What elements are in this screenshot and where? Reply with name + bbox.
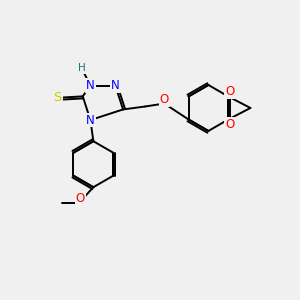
Text: O: O	[160, 93, 169, 106]
Text: N: N	[86, 113, 95, 127]
Text: N: N	[111, 79, 120, 92]
Text: O: O	[225, 118, 234, 131]
Text: N: N	[86, 79, 95, 92]
Text: H: H	[78, 63, 86, 73]
Text: S: S	[53, 91, 62, 104]
Text: O: O	[225, 85, 234, 98]
Text: O: O	[76, 192, 85, 205]
